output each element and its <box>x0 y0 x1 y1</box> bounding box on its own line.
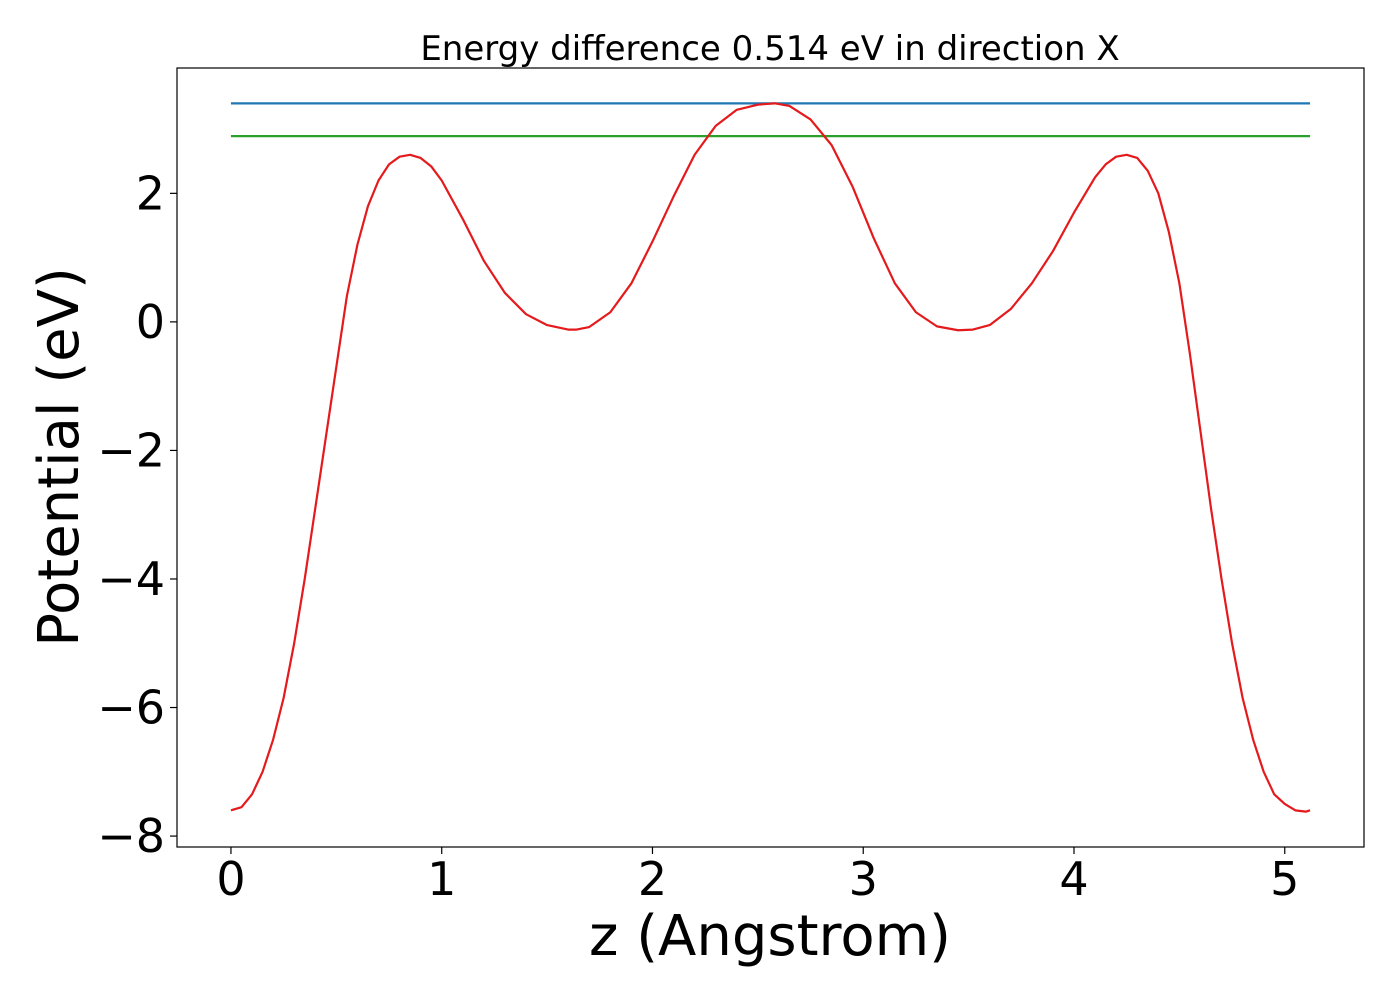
x-tick-label: 0 <box>216 852 245 906</box>
y-axis-ticks: −8 −6 −4 −2 0 2 <box>97 166 177 863</box>
x-axis-ticks: 0 1 2 3 4 5 <box>216 847 1299 906</box>
plot-frame <box>176 67 1365 848</box>
x-tick-label: 5 <box>1270 852 1299 906</box>
y-tick-label: −4 <box>97 552 165 606</box>
y-tick-label: 2 <box>136 166 165 220</box>
x-tick-label: 2 <box>638 852 667 906</box>
y-tick-label: −2 <box>97 423 165 477</box>
y-axis-label: Potential (eV) <box>27 267 92 647</box>
y-tick-label: −6 <box>97 681 165 735</box>
series-line-2 <box>230 102 1311 813</box>
x-tick-label: 3 <box>849 852 878 906</box>
x-axis-label: z (Angstrom) <box>589 904 951 969</box>
x-tick-label: 4 <box>1059 852 1088 906</box>
y-tick-label: −8 <box>97 809 165 863</box>
x-tick-label: 1 <box>427 852 456 906</box>
series-layer <box>230 102 1311 813</box>
chart-title: Energy difference 0.514 eV in direction … <box>420 29 1119 69</box>
y-tick-label: 0 <box>136 295 165 349</box>
